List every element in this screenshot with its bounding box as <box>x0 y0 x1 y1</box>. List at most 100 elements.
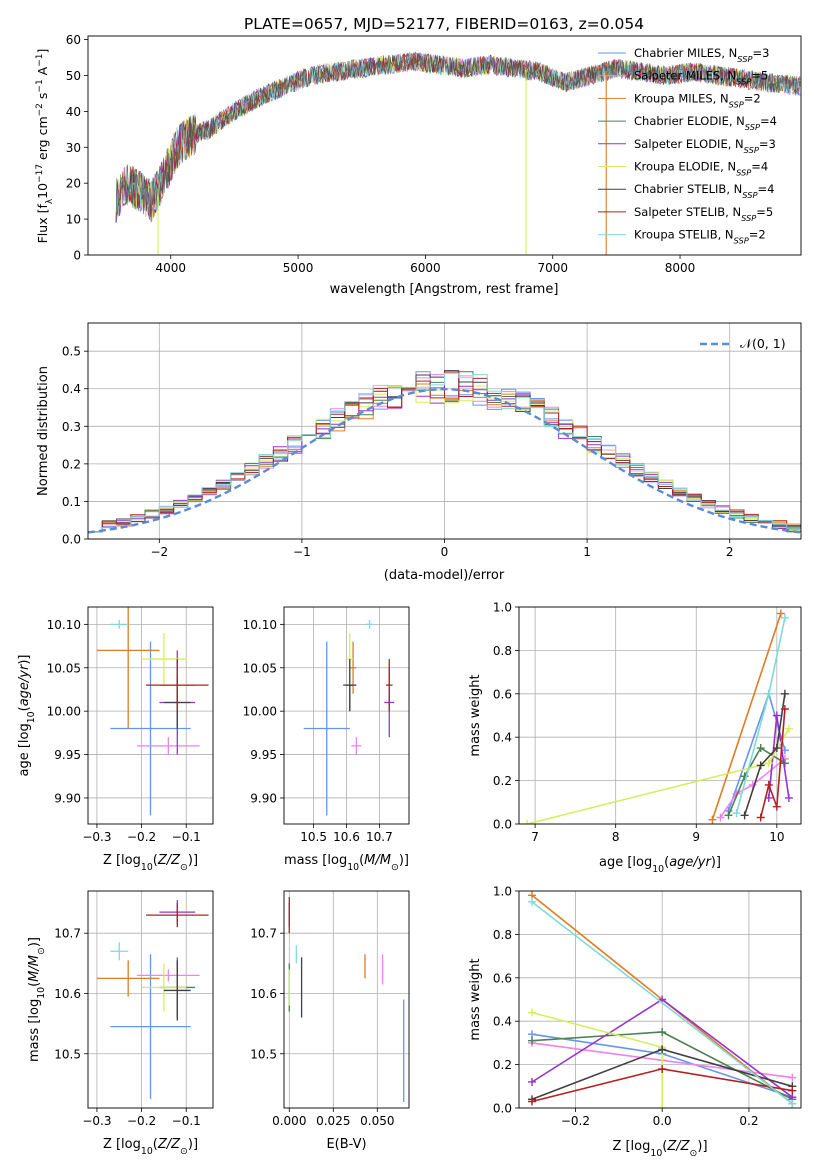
axes-frame: 7 8 9 10 0.0 0.2 0.4 0.6 0.8 1.0 age [log10(age/yr… <box>468 601 802 875</box>
y-tick-label: 0.4 <box>62 382 81 396</box>
y-tick-label: 40 <box>66 105 81 119</box>
figure-title: PLATE=0657, MJD=52177, FIBERID=0163, z=0… <box>244 15 644 33</box>
y-tick-label: 0.4 <box>493 1015 512 1029</box>
weight-marker <box>776 609 785 618</box>
y-tick-label: 10.10 <box>243 618 277 632</box>
y-tick-label: 0.1 <box>62 495 81 509</box>
x-tick-label: 9 <box>692 830 700 844</box>
weight-marker <box>740 811 749 820</box>
x-tick-label: −0.1 <box>172 1114 201 1128</box>
y-tick-label: 30 <box>66 141 81 155</box>
legend-label: 𝒩(0, 1) <box>740 336 786 351</box>
legend-label: Kroupa ELODIE, NSSP=4 <box>634 160 768 178</box>
y-tick-label: 0.0 <box>493 818 512 832</box>
observed-spectrum <box>115 53 801 223</box>
axes-border <box>518 606 802 825</box>
legend: Chabrier MILES, NSSP=3 Salpeter MILES, NS… <box>598 46 777 246</box>
y-tick-label: 1.0 <box>493 601 512 615</box>
plot-area <box>288 897 405 1102</box>
y-tick-label: 10 <box>66 213 81 227</box>
y-tick-label: 1.0 <box>493 885 512 899</box>
panel-age_vs_Z: −0.3 −0.2 −0.1 9.90 9.95 10.00 10.05 10.10 Z [lo… <box>17 606 214 873</box>
x-tick-label: 0.000 <box>272 1114 306 1128</box>
y-tick-label: 0 <box>73 249 81 263</box>
y-tick-label: 9.90 <box>250 791 277 805</box>
weight-line <box>759 708 786 818</box>
weight-marker <box>772 744 781 753</box>
weight-marker <box>756 813 765 822</box>
x-axis-label: Z [log10(Z/Z⊙)] <box>103 1137 198 1157</box>
x-tick-label: −0.3 <box>82 830 111 844</box>
axes-frame: −0.3 −0.2 −0.1 10.5 10.6 10.7 Z [log10(Z/Z⊙)] m… <box>27 890 214 1157</box>
legend-label: Salpeter STELIB, NSSP=5 <box>634 205 773 223</box>
x-axis-label: E(B-V) <box>326 1137 366 1152</box>
x-tick-label: 4000 <box>155 261 186 275</box>
panel-residuals: −2 −1 0 1 2 0.0 0.1 0.2 0.3 0.4 0.5 (data-model)/er… <box>36 322 802 583</box>
legend-label: Chabrier STELIB, NSSP=4 <box>634 182 774 200</box>
plot-area <box>303 620 395 816</box>
y-tick-label: 0.0 <box>493 1102 512 1116</box>
y-axis-label: Flux [fλ10−17 erg cm−2 s−1 A−1] <box>35 49 55 244</box>
legend-label: Kroupa STELIB, NSSP=2 <box>634 228 766 246</box>
axes-frame: 10.5 10.6 10.7 9.90 9.95 10.00 10.05 10.10 mass … <box>243 606 410 873</box>
y-tick-label: 0.5 <box>62 345 81 359</box>
weight-marker <box>784 724 793 733</box>
x-tick-label: −0.2 <box>127 830 156 844</box>
panel-weight_vs_age: 7 8 9 10 0.0 0.2 0.4 0.6 0.8 1.0 age [log10(age/yr… <box>468 601 802 875</box>
legend-label: Kroupa MILES, NSSP=2 <box>634 91 761 109</box>
y-tick-label: 10.05 <box>243 661 277 675</box>
x-tick-label: −0.2 <box>127 1114 156 1128</box>
x-tick-label: 2 <box>726 545 734 559</box>
weight-marker <box>788 1073 797 1082</box>
plot-area <box>115 51 801 255</box>
weight-line <box>531 901 793 1105</box>
panel-age_vs_mass: 10.5 10.6 10.7 9.90 9.95 10.00 10.05 10.10 mass … <box>243 606 410 873</box>
weight-marker <box>772 711 781 720</box>
plot-area <box>523 609 793 824</box>
x-tick-label: 1 <box>583 545 591 559</box>
axes-border <box>283 606 410 825</box>
weight-marker <box>764 689 773 698</box>
y-tick-label: 10.05 <box>47 661 81 675</box>
legend-label: Chabrier MILES, NSSP=3 <box>634 46 769 64</box>
weight-marker <box>523 820 532 824</box>
axes-border <box>87 890 214 1109</box>
weight-line <box>719 758 786 818</box>
y-tick-label: 9.95 <box>250 748 277 762</box>
panel-mass_vs_ebv: 0.000 0.025 0.050 10.5 10.6 10.7 E(B-V) <box>250 890 410 1152</box>
x-tick-label: 10.5 <box>300 830 327 844</box>
y-axis-label: age [log10(age/yr)] <box>17 654 37 776</box>
y-tick-label: 0.3 <box>62 420 81 434</box>
y-tick-label: 0.2 <box>493 1058 512 1072</box>
x-tick-label: 0.0 <box>653 1114 672 1128</box>
x-tick-label: 0.050 <box>360 1114 394 1128</box>
x-tick-label: 0 <box>441 545 449 559</box>
y-tick-label: 10.10 <box>47 618 81 632</box>
y-tick-label: 0.6 <box>493 687 512 701</box>
axes-frame: −2 −1 0 1 2 0.0 0.1 0.2 0.3 0.4 0.5 (data-model)/er… <box>36 322 802 583</box>
x-axis-label: mass [log10(M/M⊙)] <box>284 853 409 873</box>
x-tick-label: 10.6 <box>333 830 360 844</box>
weight-marker <box>528 897 537 906</box>
weight-line <box>743 693 786 816</box>
y-tick-label: 0.2 <box>493 774 512 788</box>
weight-marker <box>764 780 773 789</box>
y-tick-label: 60 <box>66 33 81 47</box>
weight-marker <box>784 793 793 802</box>
gridlines <box>284 607 409 824</box>
legend-label: Salpeter MILES, NSSP=5 <box>634 69 768 87</box>
x-tick-label: 10 <box>769 830 784 844</box>
y-tick-label: 0.0 <box>62 533 81 547</box>
x-tick-label: −1 <box>293 545 311 559</box>
weight-marker <box>716 813 725 822</box>
y-tick-label: 10.00 <box>47 705 81 719</box>
legend-label: Salpeter ELODIE, NSSP=3 <box>634 137 776 155</box>
weight-marker <box>772 802 781 811</box>
model-spectrum <box>115 51 801 223</box>
axes-border <box>87 322 802 540</box>
x-tick-label: 8000 <box>665 261 696 275</box>
y-axis-label: mass weight <box>468 674 483 756</box>
panel-weight_vs_Z: −0.2 0.0 0.2 0.0 0.2 0.4 0.6 0.8 1.0 Z [log10(Z/Z… <box>468 885 802 1159</box>
y-tick-label: 0.8 <box>493 928 512 942</box>
weight-marker <box>764 759 773 768</box>
